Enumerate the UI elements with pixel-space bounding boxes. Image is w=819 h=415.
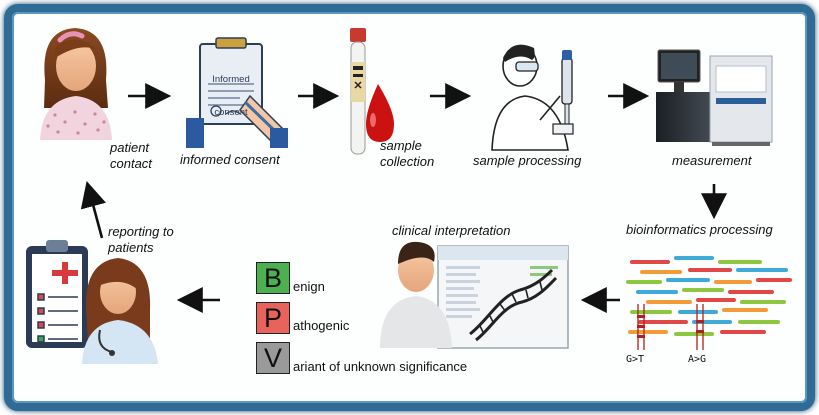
step-reporting-to-patients: reporting to patients [108,224,174,255]
clinical-interpretation-illustration [380,241,569,349]
patient-illustration [40,28,112,140]
scientist-illustration [491,44,574,151]
consent-title-line2: consent [214,107,248,118]
step-sample-processing: sample processing [473,153,582,168]
consent-form-title: Informed consent [204,52,258,129]
read-alignment-illustration [626,256,792,350]
benign-label: enign [293,279,325,294]
step-measurement: measurement [672,153,752,168]
consent-illustration [186,37,288,148]
step-patient-contact: patient contact [110,140,152,171]
step-bioinformatics-processing: bioinformatics processing [626,222,773,237]
arrow-reporting-to-patient [80,180,106,239]
step-informed-consent: informed consent [180,152,280,167]
benign-box: B [256,262,290,294]
doctor-illustration [26,240,158,364]
variant-left-label: G>T [626,354,645,365]
variant-right-label: A>G [688,354,707,365]
vus-box: V [256,342,290,374]
pathogenic-label: athogenic [293,318,350,333]
sample-tube-illustration [350,28,394,155]
pathogenic-box: P [256,302,290,334]
sequencer-illustration [656,49,773,146]
consent-title-line1: Informed [212,74,250,85]
step-clinical-interpretation: clinical interpretation [392,223,511,238]
vus-label: ariant of unknown significance [293,359,468,374]
flow-arrows [80,83,727,313]
step-sample-collection: sample collection [380,138,435,169]
